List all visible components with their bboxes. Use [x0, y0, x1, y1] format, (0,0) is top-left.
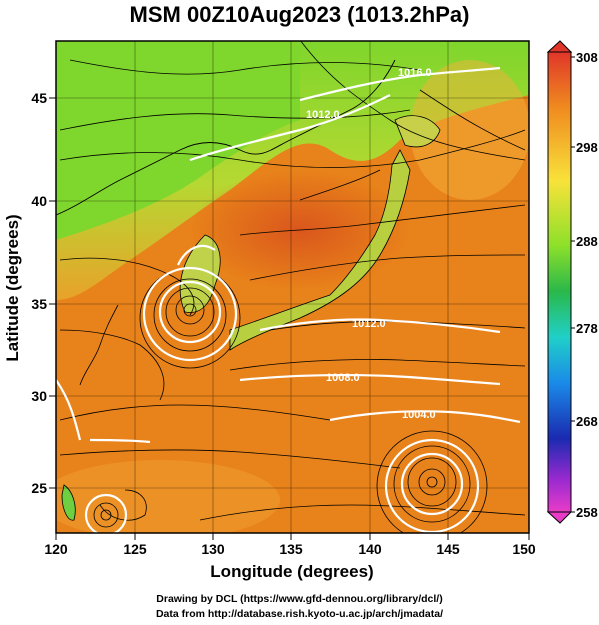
y-tick-label: 30 [31, 388, 47, 404]
credit-drawing: Drawing by DCL (https://www.gfd-dennou.o… [156, 593, 443, 605]
x-tick-label: 130 [201, 541, 225, 557]
y-tick-label: 25 [31, 480, 47, 496]
y-tick-marks [49, 97, 56, 489]
x-tick-label: 140 [358, 541, 382, 557]
colorbar-tick-label: 278 [576, 321, 598, 336]
x-tick-marks [55, 533, 530, 540]
contour-label-group: 1016.0 1012.0 1012.0 1008.0 1004.0 [306, 67, 436, 421]
colorbar-tick-labels: 308 298 288 278 268 258 [576, 50, 598, 520]
china-coastline [79, 304, 119, 386]
northeast-patch [410, 60, 529, 200]
colorbar-max-arrow [546, 40, 573, 53]
taiwan-land [61, 484, 76, 521]
continent-green-field [56, 41, 300, 240]
map-title: MSM 00Z10Aug2023 (1013.2hPa) [129, 2, 470, 27]
contour-label: 1004.0 [402, 409, 436, 421]
colorbar-tick-label: 258 [576, 505, 598, 520]
y-tick-label: 35 [31, 296, 47, 312]
cyclone-west [139, 267, 241, 369]
colorbar-tick-label: 268 [576, 414, 598, 429]
x-tick-label: 120 [44, 541, 68, 557]
colorbar-scale [547, 51, 572, 513]
contour-label: 1012.0 [352, 318, 386, 330]
y-tick-labels: 25 30 35 40 45 [31, 90, 47, 496]
y-axis-label: Latitude (degrees) [3, 214, 22, 361]
colorbar-tick-label: 288 [576, 234, 598, 249]
japan-honshu-land [229, 149, 411, 351]
southwest-warm-patch [56, 460, 280, 533]
colorbar-tick-label: 308 [576, 50, 598, 65]
y-tick-label: 45 [31, 90, 47, 106]
continental-coastline [56, 59, 396, 216]
colorbar-min-arrow [546, 511, 573, 524]
y-tick-label: 40 [31, 193, 47, 209]
cyclone-small-southwest [93, 502, 119, 528]
contour-label: 1016.0 [398, 67, 432, 79]
x-tick-label: 150 [512, 541, 536, 557]
cyclone-southeast [376, 430, 488, 533]
x-axis-label: Longitude (degrees) [210, 562, 373, 581]
x-tick-label: 135 [279, 541, 303, 557]
colorbar-tick-label: 298 [576, 140, 598, 155]
x-tick-label: 145 [436, 541, 460, 557]
pressure-contours [56, 66, 521, 533]
credit-data-source: Data from http://database.rish.kyoto-u.a… [155, 608, 444, 620]
colorbar-tick-marks [571, 56, 575, 513]
plot-frame [55, 40, 530, 534]
contour-label: 1012.0 [306, 109, 340, 121]
x-tick-label: 125 [123, 541, 147, 557]
wind-streamlines [59, 41, 526, 521]
contour-label: 1008.0 [326, 372, 360, 384]
colorbar: 308 298 288 278 268 258 [546, 40, 598, 524]
temperature-field: 1016.0 1012.0 1012.0 1008.0 1004.0 [56, 41, 529, 533]
x-tick-labels: 120 125 130 135 140 145 150 [44, 541, 536, 557]
